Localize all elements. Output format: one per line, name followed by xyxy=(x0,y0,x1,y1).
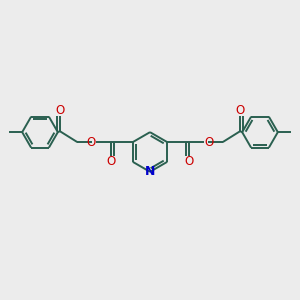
Text: O: O xyxy=(184,155,194,168)
Text: N: N xyxy=(145,165,155,178)
Text: O: O xyxy=(106,155,116,168)
Text: O: O xyxy=(236,104,245,118)
Text: O: O xyxy=(55,104,64,118)
Text: O: O xyxy=(86,136,95,148)
Text: O: O xyxy=(205,136,214,148)
